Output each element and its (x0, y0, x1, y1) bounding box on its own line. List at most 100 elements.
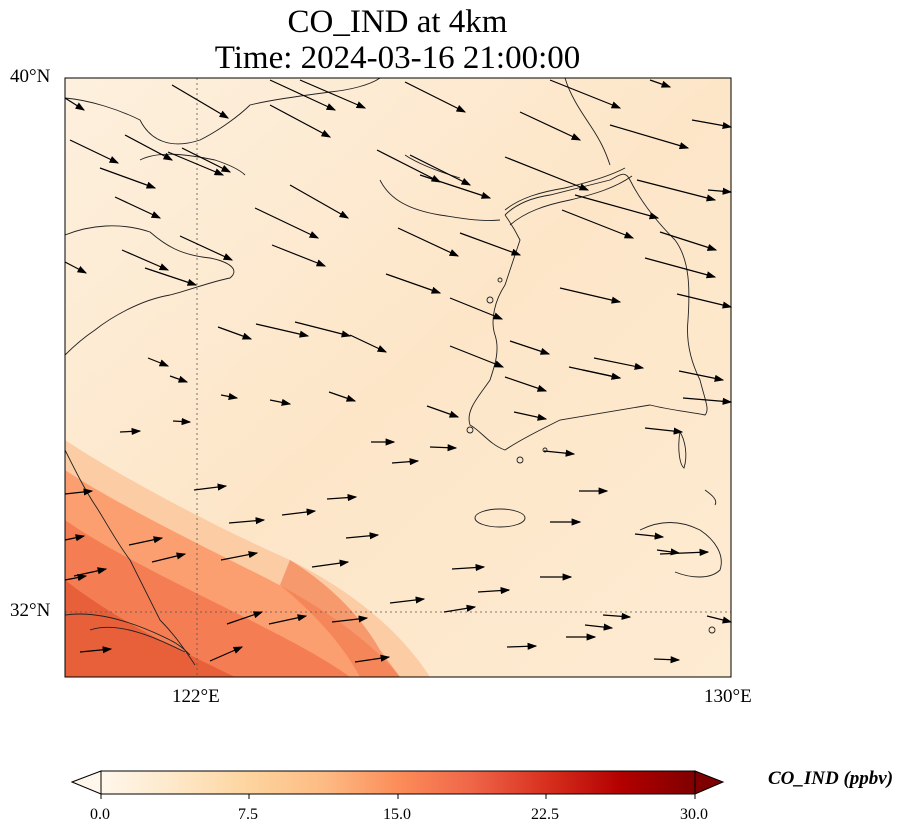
chart-title-line1: CO_IND at 4km (287, 4, 508, 40)
wind-arrow (429, 444, 458, 452)
wind-arrow (64, 574, 88, 582)
wind-arrow (584, 623, 614, 631)
wind-arrow (449, 345, 505, 368)
concentration-field (65, 78, 731, 677)
map-panel (64, 77, 733, 678)
wind-arrow (509, 340, 551, 355)
wind-arrow (269, 79, 337, 111)
wind-arrow (193, 483, 228, 491)
wind-arrow (561, 209, 635, 239)
wind-arrow (311, 559, 350, 568)
wind-arrow (389, 596, 426, 604)
colorbar-gradient (101, 771, 695, 794)
wind-arrow (707, 187, 733, 195)
wind-arrow (419, 174, 492, 199)
wind-arrow (519, 111, 582, 141)
wind-vectors (64, 79, 733, 664)
wind-arrow (644, 257, 717, 279)
wind-arrow (449, 297, 504, 320)
gridlines (65, 78, 731, 677)
wind-arrow (169, 375, 189, 383)
wind-arrow (64, 534, 86, 542)
wind-arrow (167, 151, 225, 176)
wind-arrow (504, 376, 548, 392)
wind-arrow (217, 326, 253, 340)
wind-arrow (574, 194, 660, 220)
wind-arrow (676, 293, 733, 309)
wind-arrow (114, 196, 162, 219)
wind-arrow (326, 493, 358, 502)
wind-arrow (220, 392, 239, 400)
wind-arrow (506, 642, 538, 650)
wind-arrow (64, 488, 94, 496)
wind-arrow (609, 124, 690, 150)
wind-arrow (706, 615, 733, 624)
wind-arrow (409, 154, 472, 186)
wind-arrow (349, 334, 388, 353)
wind-arrow (79, 646, 113, 654)
wind-arrow (179, 235, 234, 261)
wind-arrow (649, 79, 672, 88)
wind-arrow (644, 427, 684, 435)
wind-arrow (477, 586, 511, 595)
wind-arrow (691, 119, 733, 130)
wind-arrow (172, 417, 192, 426)
wind-arrow (119, 427, 142, 436)
wind-arrow (678, 370, 725, 382)
wind-arrow (255, 323, 310, 338)
wind-arrow (397, 227, 460, 257)
wind-arrow (124, 134, 174, 161)
wind-arrow (271, 244, 327, 267)
wind-arrow (634, 532, 665, 540)
wind-arrow (289, 184, 350, 219)
wind-arrow (121, 249, 170, 271)
wind-arrow (220, 551, 259, 561)
wind-arrow (451, 563, 486, 572)
coastlines (65, 78, 722, 666)
wind-arrow (602, 612, 632, 620)
wind-arrow (99, 167, 157, 189)
wind-arrow (299, 79, 367, 109)
wind-arrow (73, 567, 108, 577)
wind-arrow (376, 149, 442, 183)
wind-arrow (345, 532, 380, 540)
colorbar-tick-0: 0.0 (90, 806, 110, 823)
wind-arrow (64, 97, 86, 111)
wind-arrow (254, 207, 320, 239)
wind-arrow (404, 81, 467, 113)
wind-arrow (504, 156, 590, 191)
wind-arrow (391, 458, 420, 466)
wind-arrow (659, 231, 718, 251)
wind-arrow (226, 611, 264, 625)
wind-arrow (385, 273, 442, 294)
colorbar-tick-4: 30.0 (680, 806, 708, 823)
wind-arrow (459, 232, 522, 256)
wind-arrow (269, 104, 332, 138)
wind-arrow (268, 614, 308, 625)
wind-arrow (128, 536, 164, 546)
wind-arrow (151, 552, 187, 563)
wind-arrow (559, 287, 622, 304)
colorbar-label: CO_IND (ppbv) (768, 768, 894, 789)
wind-arrow (331, 615, 369, 623)
colorbar-tick-3: 22.5 (531, 806, 559, 823)
colorbar-extend-min (70, 770, 102, 795)
map-frame (64, 77, 732, 678)
wind-arrow (69, 139, 120, 164)
lat-tick-40n: 40°N (10, 66, 51, 87)
wind-arrow (209, 646, 244, 662)
wind-arrow (659, 548, 710, 556)
wind-arrow (228, 517, 266, 525)
wind-arrow (593, 357, 645, 370)
wind-arrow (582, 369, 622, 380)
lat-tick-32n: 32°N (10, 600, 51, 621)
wind-arrow (549, 79, 622, 109)
lon-tick-122e: 122°E (172, 686, 220, 707)
wind-arrow (426, 405, 460, 418)
wind-arrow (656, 548, 681, 556)
wind-arrow (354, 654, 391, 663)
lon-tick-130e: 130°E (704, 686, 752, 707)
wind-arrow (636, 179, 717, 202)
colorbar-tick-1: 7.5 (238, 806, 258, 823)
chart-title-line2: Time: 2024-03-16 21:00:00 (214, 40, 581, 76)
